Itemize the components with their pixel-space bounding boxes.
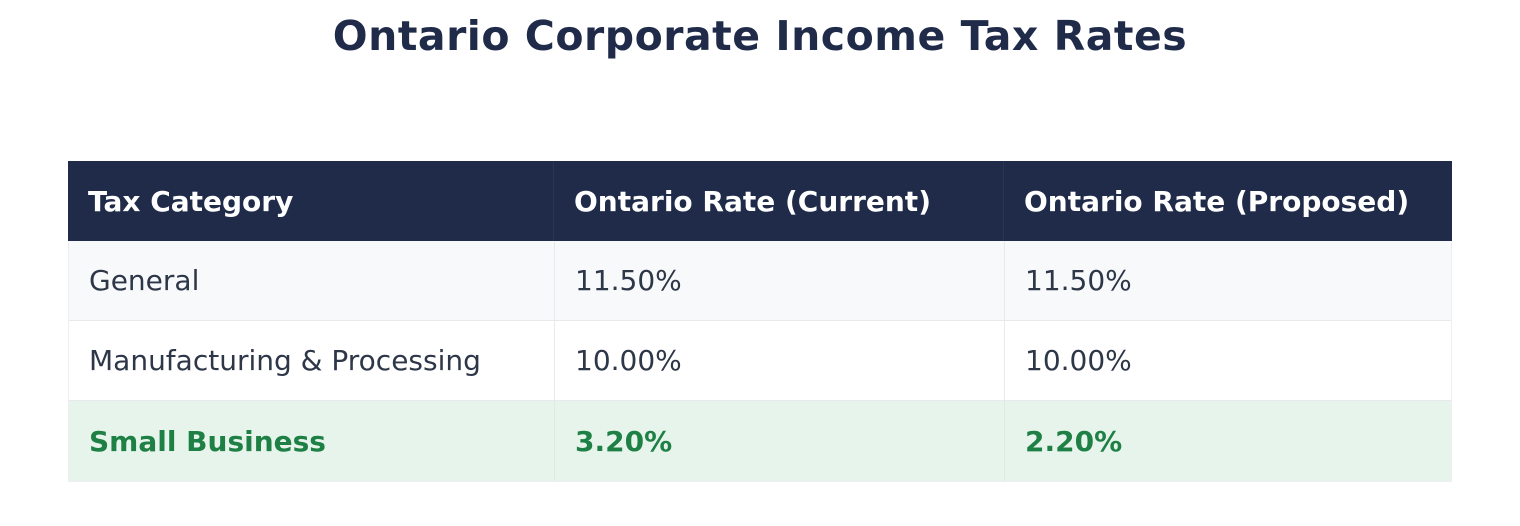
cell-manufacturing-proposed-rate: 10.00% [1004, 321, 1453, 400]
cell-manufacturing-category: Manufacturing & Processing [89, 344, 481, 377]
cell-general-current-rate: 11.50% [554, 241, 1004, 320]
cell-manufacturing-current-rate: 10.00% [554, 321, 1004, 400]
page-title: Ontario Corporate Income Tax Rates [332, 12, 1188, 60]
cell-general-category: General [89, 264, 200, 297]
cell-small-business-current-rate: 3.20% [554, 401, 1004, 481]
table-row-general: General 11.50% 11.50% [69, 241, 1451, 321]
table-header-row: Tax Category Ontario Rate (Current) Onta… [68, 161, 1452, 241]
tax-rates-table: Tax Category Ontario Rate (Current) Onta… [68, 161, 1452, 482]
header-cell-ontario-rate-current: Ontario Rate (Current) [553, 161, 1003, 241]
table-row-small-business: Small Business 3.20% 2.20% [69, 401, 1451, 481]
header-cell-ontario-rate-proposed: Ontario Rate (Proposed) [1003, 161, 1452, 241]
cell-small-business-proposed-rate: 2.20% [1004, 401, 1453, 481]
header-cell-tax-category: Tax Category [88, 184, 294, 218]
cell-small-business-category: Small Business [89, 424, 326, 458]
cell-general-proposed-rate: 11.50% [1004, 241, 1453, 320]
table-row-manufacturing-processing: Manufacturing & Processing 10.00% 10.00% [69, 321, 1451, 401]
table-body: General 11.50% 11.50% Manufacturing & Pr… [68, 241, 1452, 482]
